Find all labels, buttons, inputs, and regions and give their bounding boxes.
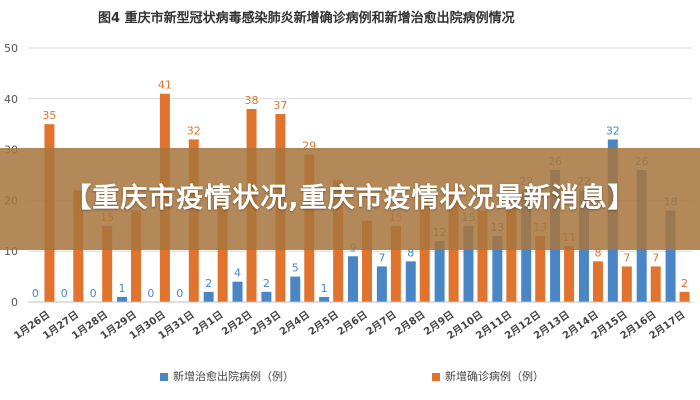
bar-confirmed [564,246,575,302]
data-label-recovered: 5 [292,262,299,275]
bar-confirmed [419,200,430,302]
data-label-recovered: 2 [263,277,270,290]
bar-recovered [319,296,330,302]
bar-confirmed [621,266,632,302]
legend-swatch-confirmed [432,373,440,381]
data-label-recovered: 4 [234,267,241,280]
bar-confirmed [477,210,488,302]
bar-confirmed [650,266,661,302]
data-label-recovered: 7 [378,251,385,264]
bar-recovered [232,281,243,302]
bar-confirmed [506,205,517,302]
bar-confirmed [390,225,401,302]
bar-confirmed [131,210,142,302]
data-label-recovered: 0 [32,287,39,300]
data-label-recovered: 2 [205,277,212,290]
data-label-recovered: 0 [176,287,183,300]
bar-recovered [290,276,301,302]
bar-confirmed [592,261,603,302]
bar-confirmed [362,220,372,302]
bar-recovered [261,291,272,302]
legend-label-confirmed: 新增确诊病例（例） [445,369,544,383]
data-label-recovered: 32 [606,124,620,137]
bar-recovered [492,235,503,302]
y-tick-label: 50 [4,42,18,55]
legend: 新增治愈出院病例（例） 新增确诊病例（例） [160,369,544,383]
data-label-recovered: 0 [90,287,97,300]
bar-confirmed [102,225,113,302]
bar-confirmed [679,291,690,302]
bar-recovered [665,210,676,302]
data-label-confirmed: 8 [594,246,601,259]
data-label-recovered: 0 [61,287,68,300]
x-tick-label: 2月7日 [364,309,399,338]
x-tick-label: 2月4日 [277,309,312,338]
data-label-recovered: 1 [119,282,126,295]
x-tick-label: 2月1日 [191,309,226,338]
data-label-confirmed: 37 [273,99,287,112]
x-tick-label: 2月5日 [306,309,341,338]
legend-label-recovered: 新增治愈出院病例（例） [173,369,294,383]
x-tick-label: 2月8日 [393,309,428,338]
legend-swatch-recovered [160,373,168,381]
data-label-recovered: 1 [321,282,328,295]
bar-recovered [348,256,358,302]
data-label-confirmed: 7 [652,251,659,264]
y-tick-label: 40 [4,93,18,106]
x-tick-label: 2月2日 [220,309,255,338]
bar-recovered [203,291,214,302]
bar-recovered [463,225,474,302]
bar-recovered [117,296,128,302]
data-label-confirmed: 35 [42,109,56,122]
headline-banner: 【重庆市疫情状况,重庆市疫情状况最新消息】 [0,148,700,250]
data-label-recovered: 8 [407,246,414,259]
data-label-confirmed: 2 [681,277,688,290]
headline-text: 【重庆市疫情状况,重庆市疫情状况最新消息】 [64,183,636,214]
data-label-confirmed: 7 [623,251,630,264]
x-tick-label: 2月3日 [248,309,283,338]
bar-recovered [376,266,387,302]
chart-title: 图4 重庆市新型冠状病毒感染肺炎新增确诊病例和新增治愈出院病例情况 [98,10,515,26]
data-label-confirmed: 38 [245,94,259,107]
data-label-confirmed: 41 [158,79,172,92]
data-label-confirmed: 32 [187,124,201,137]
bar-confirmed [535,235,546,302]
bar-recovered [434,241,445,302]
x-tick-label: 2月6日 [335,309,370,338]
y-tick-label: 0 [11,296,18,309]
bar-recovered [405,261,416,302]
data-label-recovered: 0 [147,287,154,300]
